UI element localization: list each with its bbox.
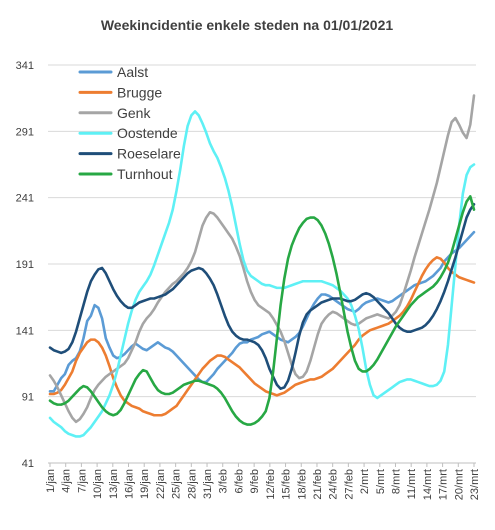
legend-item-oostende: Oostende [78,125,178,141]
y-axis-ticks: 41 91 141 191 241 291 341 [16,60,34,470]
x-tick-label: 15/feb [281,469,293,500]
x-tick-label: 10/jan [92,469,104,499]
x-tick-label: 31/jan [202,469,214,499]
series-line-oostende [48,110,476,438]
x-tick-label: 7/jan [76,469,88,493]
series-line-roeselare [48,203,476,391]
legend-item-turnhout: Turnhout [78,166,173,182]
x-tick-label: 4/jan [61,469,73,493]
x-tick-label: 9/feb [249,469,261,493]
series-lines [48,94,476,438]
x-tick-label: 5/mrt [375,469,387,494]
legend-item-roeselare: Roeselare [78,146,181,162]
series-line-aalst [48,230,476,393]
x-tick-label: 24/feb [328,469,340,500]
x-tick-label: 21/feb [312,469,324,500]
y-tick-label: 341 [16,60,34,72]
y-tick-label: 141 [16,325,34,337]
x-tick-label: 19/jan [139,469,151,499]
x-tick-label: 28/jan [186,469,198,499]
series-line-genk [48,94,476,424]
legend-label: Genk [117,105,151,121]
x-tick-label: 17/mrt [438,469,450,500]
x-tick-label: 1/jan [45,469,57,493]
y-tick-label: 91 [22,392,34,404]
y-tick-label: 41 [22,458,34,470]
x-tick-label: 14/mrt [422,469,434,500]
x-tick-label: 25/jan [171,469,183,499]
chart-title: Weekincidentie enkele steden na 01/01/20… [101,17,394,33]
series-line-brugge [48,256,476,417]
y-tick-label: 291 [16,126,34,138]
gridlines [48,64,476,398]
x-tick-label: 27/feb [343,469,355,500]
y-tick-label: 241 [16,193,34,205]
legend-label: Roeselare [117,146,181,162]
x-tick-label: 22/jan [155,469,167,499]
legend-label: Oostende [117,125,178,141]
legend-label: Brugge [117,84,162,100]
legend-item-aalst: Aalst [78,64,148,80]
x-tick-label: 2/mrt [359,469,371,494]
x-tick-label: 3/feb [218,469,230,493]
legend-label: Aalst [117,64,148,80]
series-line-turnhout [48,195,476,426]
x-tick-label: 8/mrt [390,469,402,494]
legend-label: Turnhout [117,166,173,182]
legend-item-brugge: Brugge [78,84,162,100]
legend-item-genk: Genk [78,105,151,121]
x-tick-label: 11/mrt [406,469,418,499]
x-tick-label: 12/feb [265,469,277,500]
y-tick-label: 191 [16,259,34,271]
legend: Aalst Brugge Genk Oostende Roeselare Turnhout [78,64,181,182]
x-tick-label: 20/mrt [453,469,465,500]
x-tick-label: 18/feb [296,469,308,500]
x-tick-label: 6/feb [233,469,245,493]
x-axis-ticks: 1/jan 4/jan 7/jan 10/jan 13/jan 16/jan 19/jan 2… [45,463,481,500]
x-tick-label: 13/jan [108,469,120,499]
x-tick-label: 16/jan [124,469,136,499]
x-tick-label: 23/mrt [469,469,481,500]
